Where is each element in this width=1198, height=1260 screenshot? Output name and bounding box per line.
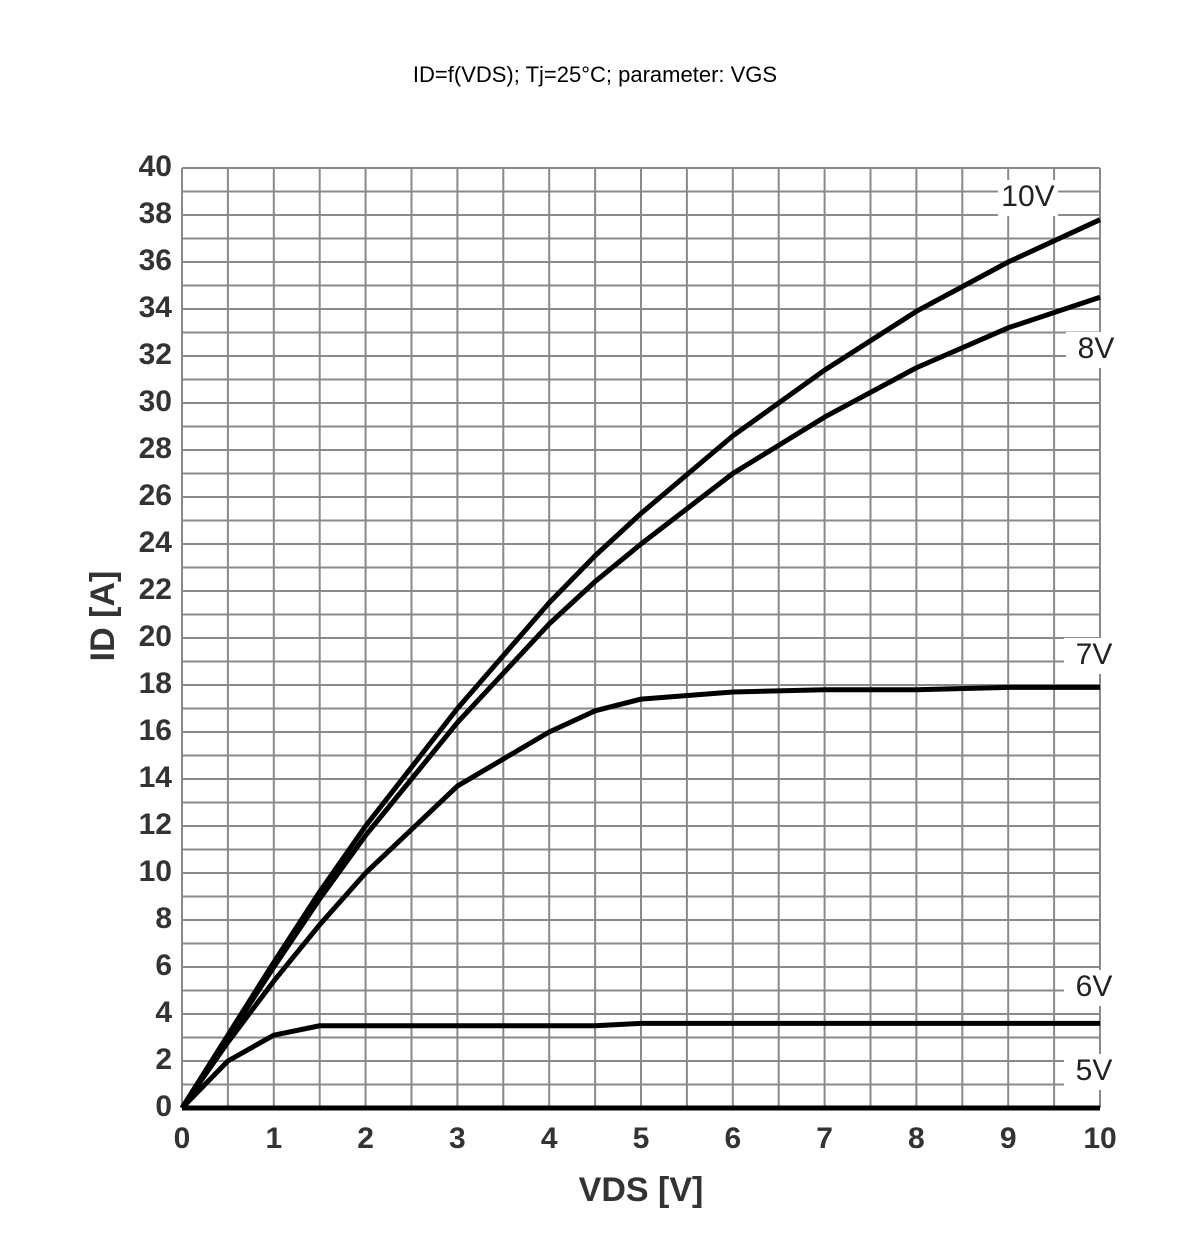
y-tick-label: 16 [139,714,172,747]
x-tick-label: 6 [724,1122,741,1155]
series-label: 5V [1076,1054,1113,1087]
series-label-bg [1064,1054,1124,1090]
y-tick-label: 0 [155,1090,172,1123]
y-tick-label: 40 [139,150,172,183]
y-tick-label: 38 [139,197,172,230]
y-tick-label: 10 [139,855,172,888]
y-tick-label: 30 [139,385,172,418]
x-tick-label: 1 [265,1122,282,1155]
series-label-bg [998,180,1058,216]
x-tick-label: 8 [908,1122,925,1155]
series-label: 8V [1078,332,1115,365]
series-label: 6V [1076,970,1113,1003]
y-tick-label: 2 [155,1043,172,1076]
series-line [179,294,1101,1110]
x-tick-label: 5 [633,1122,650,1155]
y-tick-label: 34 [139,291,173,324]
x-tick-label: 9 [1000,1122,1017,1155]
series-label: 10V [1001,180,1054,213]
series-label: 7V [1076,638,1113,671]
y-tick-label: 22 [139,573,172,606]
y-tick-label: 6 [155,949,172,982]
x-tick-label: 2 [357,1122,374,1155]
y-tick-label: 32 [139,338,172,371]
y-tick-label: 20 [139,620,172,653]
y-tick-label: 12 [139,808,172,841]
chart-title: ID=f(VDS); Tj=25°C; parameter: VGS [413,62,777,87]
x-tick-label: 10 [1083,1122,1116,1155]
series-line [179,684,1100,1110]
y-tick-label: 36 [139,244,172,277]
y-axis-label: ID [A] [84,571,122,662]
x-axis-label: VDS [V] [579,1171,704,1209]
y-tick-label: 14 [139,761,173,794]
y-tick-label: 18 [139,667,172,700]
y-tick-label: 28 [139,432,172,465]
y-tick-label: 8 [155,902,172,935]
series-label-bg [1066,332,1126,368]
y-tick-label: 26 [139,479,172,512]
x-tick-label: 3 [449,1122,466,1155]
y-tick-label: 4 [155,996,172,1029]
series-line [180,1020,1100,1110]
series-label-bg [1064,970,1124,1006]
x-tick-label: 0 [174,1122,191,1155]
series-line [179,217,1102,1110]
x-tick-label: 4 [541,1122,558,1155]
series-label-bg [1064,638,1124,674]
x-tick-label: 7 [816,1122,833,1155]
y-tick-label: 24 [139,526,173,559]
